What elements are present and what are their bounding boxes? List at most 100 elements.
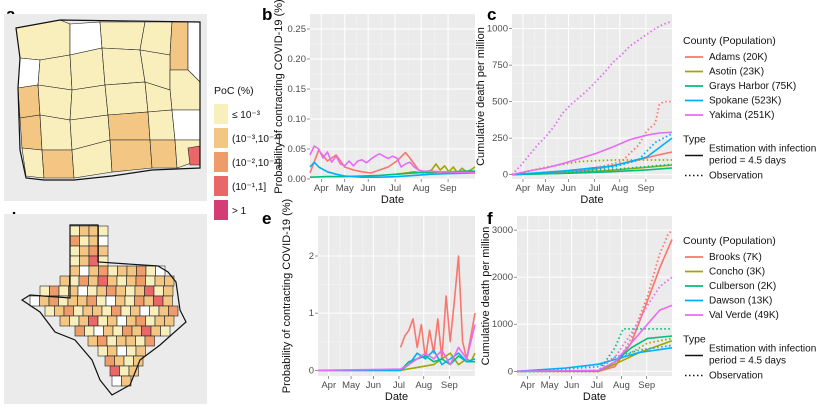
tx-county: [145, 315, 156, 327]
tx-county: [112, 325, 123, 337]
map-legend-label: (10⁻³,10⁻²]: [232, 134, 281, 145]
tx-county: [69, 265, 80, 277]
tx-county: [29, 295, 40, 307]
x-tick-label: Jul: [588, 183, 600, 194]
x-tick-label: Jul: [389, 183, 401, 194]
tx-county: [107, 275, 118, 287]
tx-county: [73, 305, 84, 317]
tx-county: [79, 225, 90, 237]
x-axis-title: Date: [580, 194, 603, 206]
tx-county: [86, 295, 97, 307]
tx-county: [77, 285, 88, 297]
tx-county: [163, 285, 174, 297]
type-label-estimation: Estimation with infection: [709, 344, 816, 355]
tx-county: [130, 305, 141, 317]
chart-e: 0 1 2 Apr May Jun Jul Aug Sep Date Probability of …: [281, 199, 476, 403]
map-texas: [4, 214, 207, 404]
y-tick-label: 0: [503, 170, 508, 181]
tx-county: [116, 275, 127, 287]
tx-county: [88, 235, 99, 247]
tx-county: [107, 315, 118, 327]
legend-item-label: Culberson (2K): [709, 281, 776, 292]
x-tick-label: Apr: [321, 380, 336, 391]
tx-county: [145, 265, 156, 277]
x-tick-label: Sep: [638, 380, 655, 391]
tx-county: [79, 245, 90, 257]
panel-label-c: c: [487, 5, 496, 24]
tx-county: [135, 345, 146, 357]
tx-county: [82, 305, 93, 317]
tx-county: [119, 365, 130, 377]
type-label-estimation: Estimation with infection: [709, 144, 816, 155]
tx-county: [150, 325, 161, 337]
tx-county: [69, 255, 80, 267]
tx-county: [134, 295, 145, 307]
y-axis-title: Cumulative death per million: [480, 227, 492, 366]
tx-county: [123, 355, 134, 367]
tx-county: [141, 325, 152, 337]
map-legend-items: ≤ 10⁻³ (10⁻³,10⁻²] (10⁻²,10⁻¹] (10⁻¹,1] > 1: [214, 104, 281, 220]
tx-county: [124, 295, 135, 307]
map-legend-label: > 1: [232, 206, 247, 217]
tx-county: [158, 305, 169, 317]
texas-outline: [20, 224, 187, 396]
x-tick-label: Aug: [415, 380, 432, 391]
tx-county: [135, 335, 146, 347]
tx-county: [114, 355, 125, 367]
tx-county: [153, 285, 164, 297]
y-tick-label: 0.25: [288, 24, 307, 35]
y-tick-label: 0.15: [288, 84, 307, 95]
tx-county: [88, 315, 99, 327]
tx-county: [107, 265, 118, 277]
legend-bottom: County (Population) Brooks (7K) Concho (3K…: [683, 235, 816, 382]
tx-county: [111, 375, 122, 387]
x-axis-title: Date: [385, 391, 408, 403]
type-label-observation: Observation: [709, 171, 763, 182]
wa-county: [69, 47, 106, 91]
series-line: [309, 145, 476, 174]
washington-outline: [15, 19, 201, 181]
legend-title: County (Population): [683, 235, 776, 247]
tx-county: [115, 285, 126, 297]
tx-county: [69, 245, 80, 257]
tx-county: [96, 285, 107, 297]
wa-county: [37, 54, 73, 91]
y-tick-label: 0: [508, 366, 513, 377]
x-tick-label: Sep: [441, 380, 458, 391]
legend-item-label: Yakima (251K): [709, 110, 774, 121]
tx-county: [87, 335, 98, 347]
tx-county: [125, 285, 136, 297]
y-tick-label: 500: [492, 97, 508, 108]
x-tick-label: Apr: [520, 380, 535, 391]
series-line: [516, 304, 673, 373]
tx-county: [120, 305, 131, 317]
map-legend-label: (10⁻²,10⁻¹]: [232, 158, 281, 169]
series-line: [516, 344, 673, 373]
tx-county: [88, 245, 99, 257]
tx-county: [87, 285, 98, 297]
tx-county: [101, 305, 112, 317]
panel-label-e: e: [262, 209, 271, 228]
washington-counties: [15, 19, 201, 179]
tx-county: [88, 265, 99, 277]
series-line: [511, 167, 673, 176]
x-tick-label: Aug: [613, 380, 630, 391]
type-label-observation: Observation: [709, 371, 763, 382]
tx-county: [145, 275, 156, 287]
x-tick-label: Sep: [440, 183, 457, 194]
tx-county: [96, 295, 107, 307]
tx-county: [98, 245, 109, 257]
x-tick-label: Jun: [361, 183, 376, 194]
wa-county: [139, 21, 173, 56]
wa-county: [187, 145, 201, 166]
tx-county: [93, 325, 104, 337]
wa-county: [169, 21, 189, 71]
plot-background: [318, 216, 475, 376]
panel-label-f: f: [487, 209, 493, 228]
x-tick-label: May: [342, 380, 360, 391]
map-legend-swatch: [214, 176, 228, 196]
tx-county: [69, 225, 80, 237]
tx-county: [122, 325, 133, 337]
x-tick-label: Jun: [561, 183, 576, 194]
map-legend-swatch: [214, 200, 228, 220]
